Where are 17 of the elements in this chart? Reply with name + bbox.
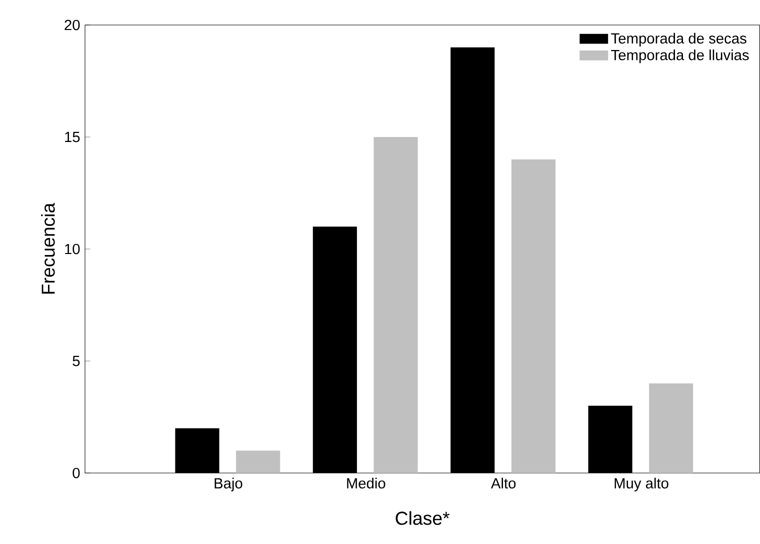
y-tick-label: 20: [64, 20, 80, 30]
y-axis-title: Frecuencia: [41, 202, 55, 294]
bar: [511, 159, 556, 473]
x-axis-title: Clase*: [396, 511, 450, 525]
x-tick-label: Medio: [347, 478, 386, 488]
y-tick-label: 0: [72, 468, 80, 478]
x-tick-label: Bajo: [214, 478, 242, 492]
bar: [236, 450, 280, 473]
x-tick-label: Alto: [490, 478, 516, 488]
bar: [649, 383, 694, 473]
x-tick-label: Muy alto: [614, 478, 668, 492]
y-tick-label: 5: [72, 356, 80, 366]
legend-label: Temporada de lluvias: [611, 49, 749, 64]
bar: [374, 137, 418, 473]
legend-label: Temporada de secas: [611, 32, 746, 46]
y-tick-label: 15: [65, 132, 80, 142]
y-tick-label: 10: [65, 244, 80, 254]
